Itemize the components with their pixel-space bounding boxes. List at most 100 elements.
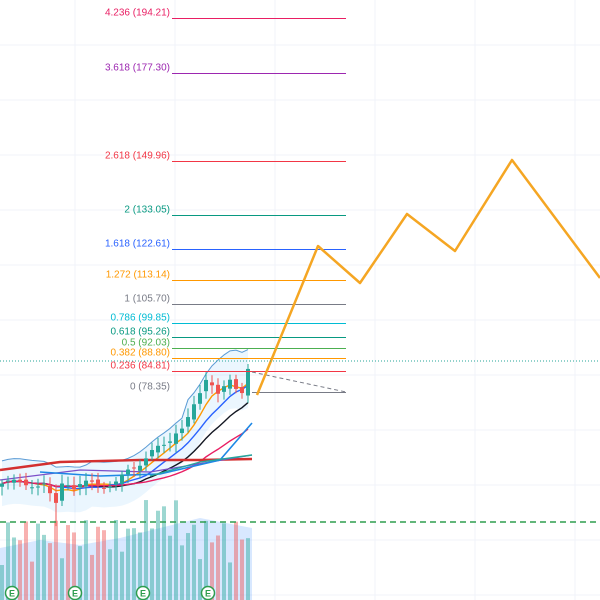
volume-bar <box>96 526 100 600</box>
fib-level-label: 2.618 (149.96) <box>105 151 170 162</box>
candle-body <box>36 486 40 488</box>
candle-body <box>18 479 22 482</box>
volume-bar <box>90 554 94 600</box>
volume-bar <box>174 500 178 600</box>
volume-bar <box>144 500 148 600</box>
volume-bar <box>120 551 124 600</box>
volume-bar <box>24 521 28 600</box>
volume-bar <box>78 546 82 600</box>
candle-body <box>150 449 154 457</box>
earnings-marker-label: E <box>9 589 15 599</box>
fib-level-label: 4.236 (194.21) <box>105 8 170 19</box>
candle-body <box>168 441 172 443</box>
chart-overlays <box>0 360 600 523</box>
candle-body <box>96 479 100 486</box>
fib-level-label: 0.786 (99.85) <box>111 313 171 324</box>
candle-body <box>84 480 88 487</box>
candle-body <box>156 445 160 453</box>
candle-body <box>210 382 214 386</box>
volume-bar <box>162 506 166 600</box>
volume-bar <box>234 521 238 600</box>
earnings-marker-label: E <box>205 589 211 599</box>
candle-body <box>30 487 34 489</box>
candle-body <box>222 386 226 392</box>
volume-bar <box>228 562 232 600</box>
volume-bar <box>48 543 52 600</box>
volume-bars <box>0 500 252 600</box>
candle-body <box>114 481 118 485</box>
fib-level-label: 0.618 (95.26) <box>111 327 171 338</box>
candle-body <box>126 469 130 475</box>
volume-bar <box>240 539 244 600</box>
volume-bar <box>204 520 208 600</box>
candle-body <box>246 368 250 396</box>
fib-level-label: 3.618 (177.30) <box>105 63 170 74</box>
candle-body <box>102 487 106 489</box>
candle-body <box>54 493 58 503</box>
volume-bar <box>216 535 220 600</box>
volume-bar <box>186 533 190 600</box>
price-projection <box>255 158 600 396</box>
candle-body <box>144 458 148 466</box>
volume-bar <box>210 542 214 600</box>
volume-bar <box>168 535 172 600</box>
volume-bar <box>108 549 112 600</box>
earnings-marker-label: E <box>72 589 78 599</box>
volume-bar <box>84 520 88 600</box>
candle-body <box>66 485 70 487</box>
volume-bar <box>42 534 46 600</box>
volume-bar <box>18 540 22 600</box>
volume-bar <box>102 530 106 600</box>
volume-bar <box>180 545 184 600</box>
candle-body <box>234 379 238 389</box>
volume-bar <box>150 528 154 600</box>
volume-bar <box>156 510 160 600</box>
volume-bar <box>0 565 4 600</box>
fib-level-label: 0.236 (84.81) <box>111 361 171 372</box>
volume-bar <box>30 561 34 600</box>
volume-bar <box>12 537 16 600</box>
fib-level-label: 1.618 (122.61) <box>105 239 170 250</box>
fibonacci-extension: 4.236 (194.21) 3.618 (177.30) 2.618 (149.9… <box>105 8 347 393</box>
candle-body <box>24 479 28 486</box>
projection-path <box>255 158 600 396</box>
candle-body <box>240 387 244 394</box>
candle-body <box>0 483 4 487</box>
bollinger-bands <box>1 349 249 513</box>
volume-bar <box>138 532 142 600</box>
candle-body <box>174 433 178 444</box>
candle-body <box>228 379 232 389</box>
candle-body <box>12 479 16 483</box>
earnings-marker-label: E <box>140 589 146 599</box>
candle-body <box>180 428 184 434</box>
candle-body <box>6 480 10 482</box>
fib-level-label: 0 (78.35) <box>130 382 170 393</box>
fib-level-label: 1 (105.70) <box>124 294 170 305</box>
candle-body <box>108 486 112 488</box>
candle-body <box>72 485 76 490</box>
fib-level-label: 2 (133.05) <box>124 205 170 216</box>
candle-body <box>42 483 46 485</box>
candle-body <box>186 417 190 427</box>
volume-bar <box>126 528 130 600</box>
candle-body <box>162 444 166 446</box>
ma-trend-blue <box>39 422 253 477</box>
fib-level-label: 0.5 (92.03) <box>122 338 170 349</box>
candle-body <box>198 393 202 404</box>
volume-bar <box>198 559 202 600</box>
volume-bar <box>72 532 76 600</box>
candle-body <box>120 474 124 484</box>
volume-bar <box>60 558 64 600</box>
volume-bar <box>54 520 58 600</box>
volume-bar <box>36 523 40 600</box>
volume-bar <box>132 528 136 600</box>
candle-body <box>60 483 64 501</box>
candle-body <box>48 485 52 494</box>
fib-level-label: 1.272 (113.14) <box>106 270 170 281</box>
volume-bar <box>114 520 118 600</box>
ma-trend-green <box>149 454 253 477</box>
volume-bar <box>66 525 70 600</box>
